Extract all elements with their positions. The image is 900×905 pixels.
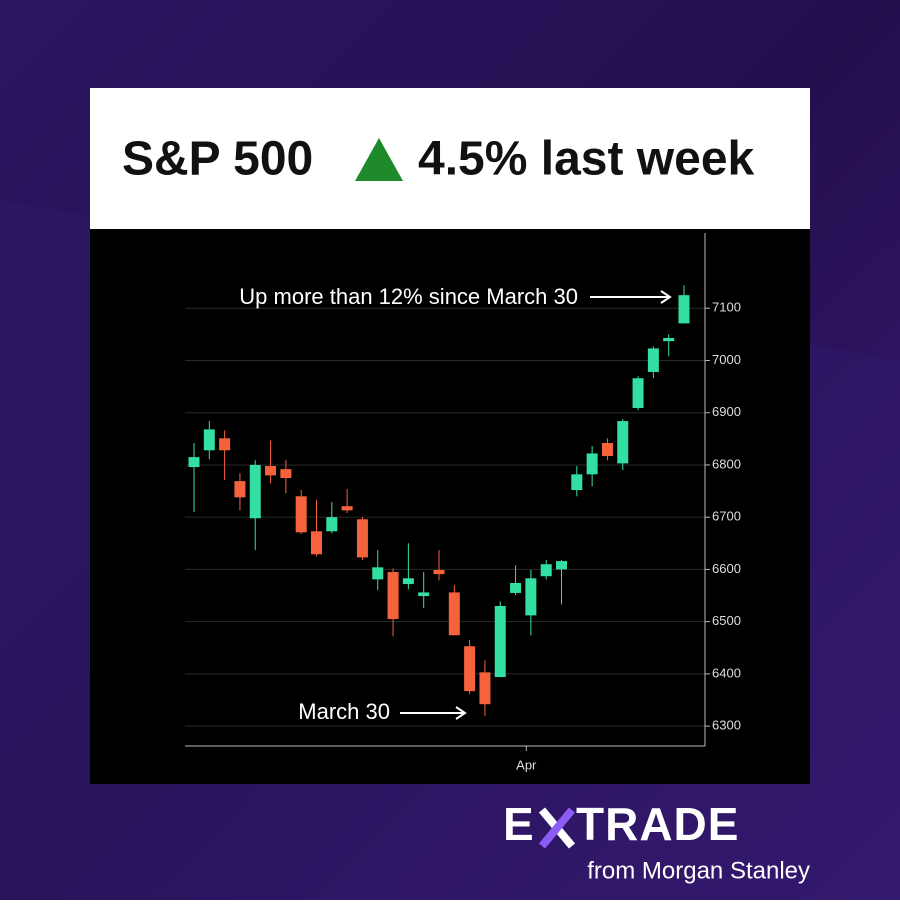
y-tick-label: 6400: [712, 665, 741, 680]
annotation: Up more than 12% since March 30: [239, 284, 578, 309]
candle-body: [234, 481, 246, 498]
candle-body: [663, 338, 675, 342]
candle-body: [556, 561, 567, 570]
candle-body: [433, 569, 445, 575]
y-tick-label: 7100: [712, 300, 741, 315]
candle-body: [601, 443, 613, 457]
candle-body: [402, 578, 414, 585]
candle-body: [494, 605, 506, 678]
annotation: March 30: [298, 699, 390, 724]
candle-body: [479, 672, 491, 705]
brand-tagline: from Morgan Stanley: [587, 857, 810, 884]
up-triangle: [355, 138, 403, 181]
candle-body: [540, 564, 552, 577]
candle-body: [356, 519, 368, 558]
y-tick-label: 6500: [712, 613, 741, 628]
candle-body: [326, 517, 338, 532]
candle-body: [219, 438, 231, 451]
candle-body: [372, 567, 384, 580]
y-tick-label: 6700: [712, 509, 741, 524]
candle-body: [464, 646, 476, 692]
candle-body: [387, 572, 399, 620]
candle-body: [418, 592, 430, 597]
candle-body: [448, 592, 460, 636]
candle-body: [188, 457, 200, 468]
candle-body: [203, 429, 215, 451]
candle-body: [617, 421, 629, 464]
candle-body: [280, 469, 292, 479]
y-tick-label: 7000: [712, 352, 741, 367]
candle-body: [510, 583, 522, 593]
chart-panel: [90, 229, 810, 784]
annotation-arrowhead: [660, 290, 672, 304]
y-tick-label: 6800: [712, 456, 741, 471]
y-tick-label: 6600: [712, 561, 741, 576]
candle-body: [311, 531, 322, 555]
candle-body: [249, 464, 261, 519]
brand-right: TRADE: [576, 798, 739, 850]
candle-body: [647, 348, 659, 372]
annotation-arrowhead: [455, 706, 467, 720]
y-tick-label: 6900: [712, 404, 741, 419]
header-change: 4.5% last week: [418, 133, 755, 186]
brand-mark: [538, 807, 576, 849]
candle-body: [678, 295, 690, 324]
header-title: S&P 500: [122, 133, 313, 186]
y-tick-label: 6300: [712, 718, 741, 733]
candle-body: [632, 378, 644, 409]
candle-body: [265, 465, 277, 476]
candle-body: [525, 578, 537, 616]
plot: 6300 6400 6500 6600 6700 6800 6900 7000 7100 Apr U…: [185, 233, 741, 772]
x-tick-label: Apr: [516, 757, 537, 772]
candle-body: [341, 506, 353, 511]
candle-body: [586, 453, 598, 475]
brand-left: E: [503, 798, 534, 850]
candle-body: [295, 496, 307, 533]
header-box: [90, 88, 810, 229]
candle-body: [571, 474, 583, 491]
